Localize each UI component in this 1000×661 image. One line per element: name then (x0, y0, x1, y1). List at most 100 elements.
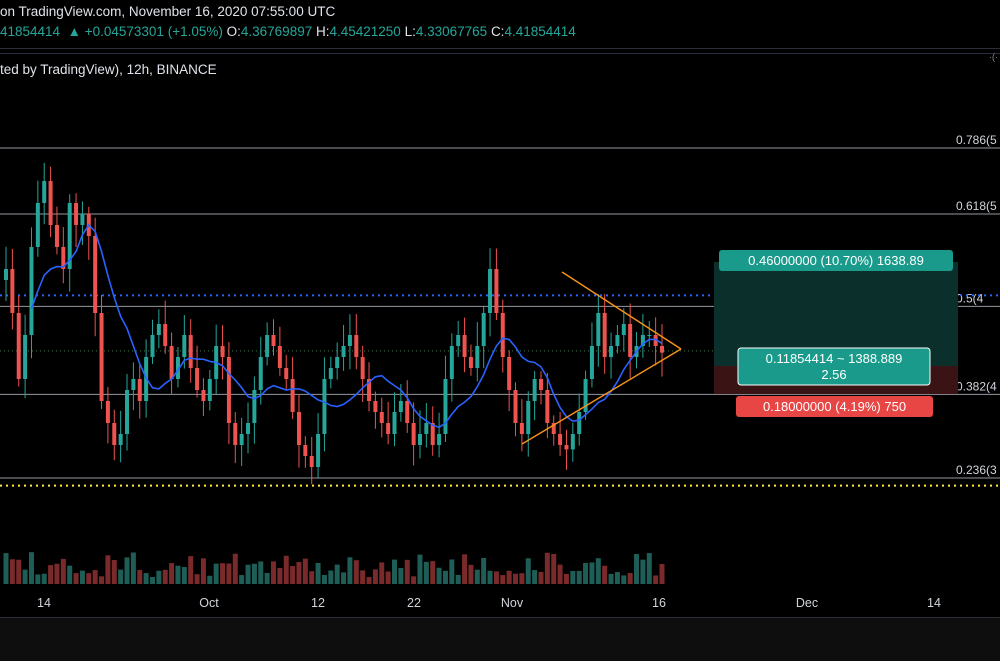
volume-bar (60, 558, 66, 584)
volume-bar (532, 570, 538, 584)
entry-label-text: 0.11854414 ~ 1388.889 (766, 351, 903, 366)
volume-bar (602, 565, 608, 584)
candle-body (35, 203, 40, 247)
close-value: 4.41854414 (504, 24, 576, 39)
volume-bar (576, 570, 582, 584)
volume-bar (35, 574, 41, 584)
volume-bar (9, 559, 15, 584)
volume-bar (270, 561, 276, 584)
candle-body (61, 247, 66, 269)
candle-body (621, 324, 626, 335)
candle-body (526, 401, 531, 434)
candle-body (284, 368, 289, 379)
volume-bar (417, 554, 423, 584)
volume-bar (143, 573, 149, 584)
symbol-info: ted by TradingView), 12h, BINANCE (0, 62, 217, 77)
candle-body (112, 423, 117, 445)
candle-body (48, 181, 53, 225)
candle-body (628, 324, 633, 357)
candle-body (532, 379, 537, 401)
candle-body (494, 269, 499, 313)
volume-bar (54, 563, 60, 584)
candle-body (660, 346, 664, 353)
x-tick-label: 22 (407, 596, 421, 610)
candle-body (640, 335, 645, 346)
volume-bar (105, 555, 111, 584)
volume-bar (455, 574, 461, 584)
volume-bar (220, 563, 226, 584)
candle-body (373, 401, 378, 412)
volume-bar (436, 567, 442, 584)
candle-body (367, 379, 372, 401)
fib-retracement[interactable]: 0.786(5 0.618(5 0.5(4 0.382(4 0.236(3 (0, 133, 1000, 479)
candle-body (290, 379, 295, 412)
candle-body (156, 324, 161, 335)
fib-label: 0.618(5 (956, 199, 997, 213)
volume-bar (500, 575, 506, 584)
stop-label-bg (736, 396, 933, 417)
volume-bar (659, 563, 665, 584)
stop-label[interactable]: 0.18000000 (4.19%) 750 (736, 396, 933, 417)
volume-bar (423, 561, 429, 584)
position-labels[interactable]: 0.46000000 (10.70%) 1638.89 0.11854414 ~ … (719, 250, 953, 417)
candle-body (16, 313, 21, 379)
candle-body (417, 434, 422, 445)
candle-body (188, 335, 193, 368)
candle-body (118, 434, 123, 445)
candle-body (296, 412, 301, 445)
candle-body (335, 357, 340, 368)
volume-bar (302, 558, 308, 584)
volume-bar (621, 575, 627, 584)
candle-body (341, 346, 346, 357)
candle-body (175, 357, 180, 379)
candle-body (615, 335, 620, 346)
bottom-toolbar (0, 617, 1000, 661)
candle-body (462, 335, 467, 357)
volume-bar (118, 569, 124, 584)
volume-bar (583, 563, 589, 584)
target-label[interactable]: 0.46000000 (10.70%) 1638.89 (719, 250, 953, 271)
triangle-pattern[interactable] (521, 271, 682, 445)
volume-bar (309, 571, 315, 584)
candle-body (456, 335, 461, 346)
candle-body (252, 390, 257, 423)
volume-bar (462, 554, 468, 584)
candle-body (239, 434, 244, 445)
volume-bar (200, 558, 206, 584)
volume-bar (525, 558, 531, 584)
volume-bar (360, 570, 366, 584)
candle-body (67, 203, 72, 269)
entry-label-text: 2.56 (821, 367, 846, 382)
candle-body (207, 379, 212, 401)
volume-bar (48, 565, 54, 584)
candle-body (258, 357, 263, 390)
candle-body (182, 335, 187, 357)
volume-bar (321, 575, 327, 584)
volume-bar (481, 557, 487, 584)
volume-bar (347, 557, 353, 584)
volume-bar (92, 570, 98, 584)
volume-bar (563, 573, 569, 584)
volume-bar (315, 562, 321, 584)
candle-body (150, 335, 155, 357)
volume-bar (296, 561, 302, 584)
candle-body (386, 423, 391, 434)
candle-body (347, 335, 352, 346)
x-tick-label: 14 (37, 596, 51, 610)
candle-body (519, 423, 524, 434)
fib-label: 0.786(5 (956, 133, 997, 147)
candle-body (316, 434, 321, 467)
volume-bar (130, 552, 136, 584)
candle-body (233, 423, 238, 445)
candle-body (322, 379, 327, 434)
candle-body (303, 445, 308, 456)
volume-bar (124, 557, 130, 584)
candle-body (481, 313, 486, 346)
ma-line (30, 223, 663, 429)
volume-bar (341, 572, 347, 584)
time-axis[interactable]: 14 Oct 12 22 Nov 16 Dec 14 (37, 596, 941, 610)
high-label: H: (315, 24, 330, 39)
header-divider (0, 48, 1000, 49)
